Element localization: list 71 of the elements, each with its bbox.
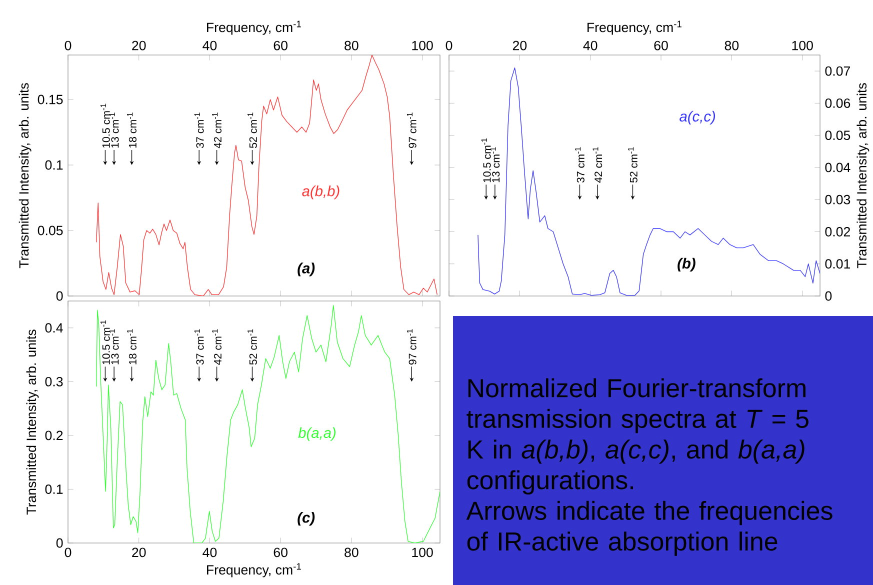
text: Arrows indicate the frequencies of IR-active absorption line: [466, 500, 832, 556]
x-axis-title: Frequency, cm$^{-1}$: [207, 563, 301, 578]
annotation: 10.5 cm$^{-1}$: [481, 138, 491, 182]
y-tick-label: 0: [56, 538, 63, 548]
annotation: (b): [678, 258, 696, 272]
y-tick-label: 0.02: [825, 227, 850, 236]
y-tick-label: 0.3: [45, 376, 63, 386]
x-axis-title: Frequency, cm$^{-1}$: [207, 20, 301, 35]
y-tick-label: 0.1: [45, 484, 63, 494]
x-tick-label: 40: [202, 40, 217, 50]
line-series: [96, 54, 438, 296]
annotation: 13 cm$^{-1}$: [490, 147, 500, 182]
line-series: [96, 304, 440, 543]
x-tick-label: 40: [583, 40, 598, 50]
annotation: 42 cm$^{-1}$: [212, 329, 222, 365]
x-tick-label: 60: [654, 40, 668, 50]
y-tick-label: 0.2: [45, 430, 63, 440]
x-tick-label: 80: [724, 40, 739, 50]
annotation: 37 cm$^{-1}$: [575, 147, 584, 183]
x-tick-label: 20: [132, 548, 146, 558]
annotation: 37 cm$^{-1}$: [194, 329, 204, 365]
x-tick-label: 0: [446, 40, 452, 50]
annotation: 42 cm$^{-1}$: [212, 112, 222, 148]
annotation: 52 cm$^{-1}$: [628, 147, 638, 183]
y-tick-label: 0.1: [45, 160, 63, 170]
y-axis-title: Transmitted Intensity, arb. units: [26, 330, 39, 515]
x-tick-label: 0: [64, 548, 72, 558]
text: b(a,a): [298, 427, 336, 441]
annotation: 97 cm$^{-1}$: [406, 112, 416, 148]
annotation: 13 cm$^{-1}$: [109, 112, 119, 148]
annotation: 18 cm$^{-1}$: [127, 329, 136, 364]
x-tick-label: 80: [344, 548, 358, 558]
y-axis-title: Transmitted Intensity, arb. units: [18, 83, 32, 268]
x-tick-label: 100: [412, 548, 433, 558]
x-tick-label: 60: [274, 548, 288, 558]
text: a(b,b): [302, 186, 340, 200]
y-tick-label: 0.04: [825, 162, 850, 172]
text: Normalized Fourier-transform transmission spectra at T = 5 K in a(b,b), a(c,c), and b(a,a) configurations.: [466, 378, 808, 494]
y-tick-label: 0: [56, 291, 63, 301]
x-tick-label: 40: [202, 548, 217, 558]
annotation: (c): [298, 512, 315, 526]
annotation: 52 cm$^{-1}$: [248, 329, 257, 365]
line-series: [478, 68, 820, 296]
text: a(c,c): [680, 110, 716, 124]
annotation: 10.5 cm$^{-1}$: [100, 320, 110, 364]
y-tick-label: 0.07: [825, 66, 850, 76]
annotation: 10.5 cm$^{-1}$: [100, 104, 110, 148]
annotation: 18 cm$^{-1}$: [127, 112, 136, 148]
annotation: 13 cm$^{-1}$: [109, 329, 119, 364]
annotation: (a): [298, 262, 315, 276]
x-tick-label: 20: [512, 40, 527, 50]
x-tick-label: 100: [412, 40, 433, 50]
x-tick-label: 80: [344, 40, 358, 50]
y-tick-label: 0.03: [825, 194, 850, 204]
y-tick-label: 0.06: [825, 98, 850, 108]
y-tick-label: 0.01: [825, 259, 850, 269]
x-tick-label: 60: [274, 40, 288, 50]
x-tick-label: 0: [64, 40, 72, 50]
y-axis-title: Transmitted Intensity, arb. units: [856, 83, 870, 268]
x-tick-label: 100: [792, 40, 813, 50]
x-tick-label: 20: [132, 40, 146, 50]
y-tick-label: 0.05: [38, 226, 63, 236]
annotation: 37 cm$^{-1}$: [194, 112, 204, 148]
y-tick-label: 0: [825, 291, 832, 301]
annotation: 42 cm$^{-1}$: [592, 147, 602, 183]
annotation: 97 cm$^{-1}$: [406, 329, 416, 365]
y-tick-label: 0.15: [38, 94, 63, 104]
x-axis-title: Frequency, cm$^{-1}$: [588, 20, 682, 35]
annotation: 52 cm$^{-1}$: [248, 112, 257, 148]
y-tick-label: 0.4: [45, 323, 63, 333]
y-tick-label: 0.05: [825, 130, 850, 140]
